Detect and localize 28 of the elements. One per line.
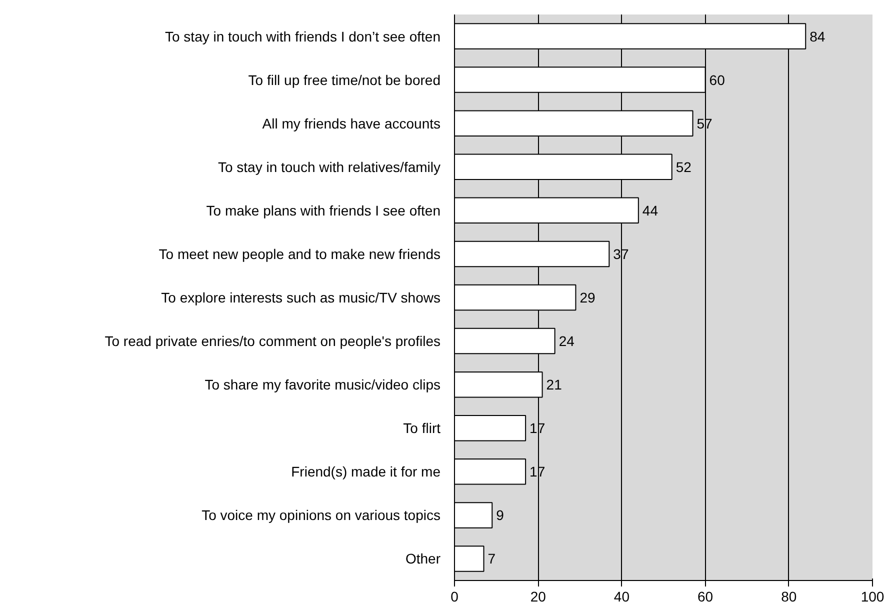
data-label: 60 [709, 72, 726, 88]
x-tick-label: 40 [614, 588, 630, 604]
data-label: 7 [488, 550, 496, 567]
y-tick-label: To explore interests such as music/TV shows [161, 290, 441, 306]
x-tick-label: 0 [450, 588, 459, 604]
y-tick-label: To voice my opinions on various topics [202, 507, 441, 524]
y-tick-label: Other [405, 550, 441, 567]
y-tick-label: To meet new people and to make new friends [158, 246, 441, 262]
y-tick-label: All my friends have accounts [262, 115, 441, 132]
y-tick-label: To fill up free time/not be bored [248, 72, 441, 88]
data-label: 84 [810, 28, 826, 44]
data-label: 29 [580, 290, 596, 306]
x-tick-label: 80 [781, 588, 797, 604]
x-tick-label: 100 [860, 588, 884, 604]
x-tick-label: 60 [698, 588, 714, 604]
y-tick-label: To stay in touch with friends I don’t see often [165, 28, 441, 44]
x-tick-label: 20 [530, 588, 546, 604]
y-tick-label: To make plans with friends I see often [206, 202, 440, 218]
data-label: 52 [676, 158, 692, 175]
y-tick-label: To flirt [403, 420, 441, 436]
data-label: 9 [496, 507, 504, 524]
data-label: 21 [546, 376, 562, 393]
y-tick-label: To stay in touch with relatives/family [218, 158, 440, 175]
data-label: 24 [558, 333, 575, 350]
y-tick-label: Friend(s) made it for me [291, 464, 441, 480]
y-tick-label: To share my favorite music/video clips [204, 376, 441, 393]
y-tick-label: To read private enries/to comment on people's profiles [104, 333, 441, 350]
data-label: 44 [642, 202, 658, 218]
